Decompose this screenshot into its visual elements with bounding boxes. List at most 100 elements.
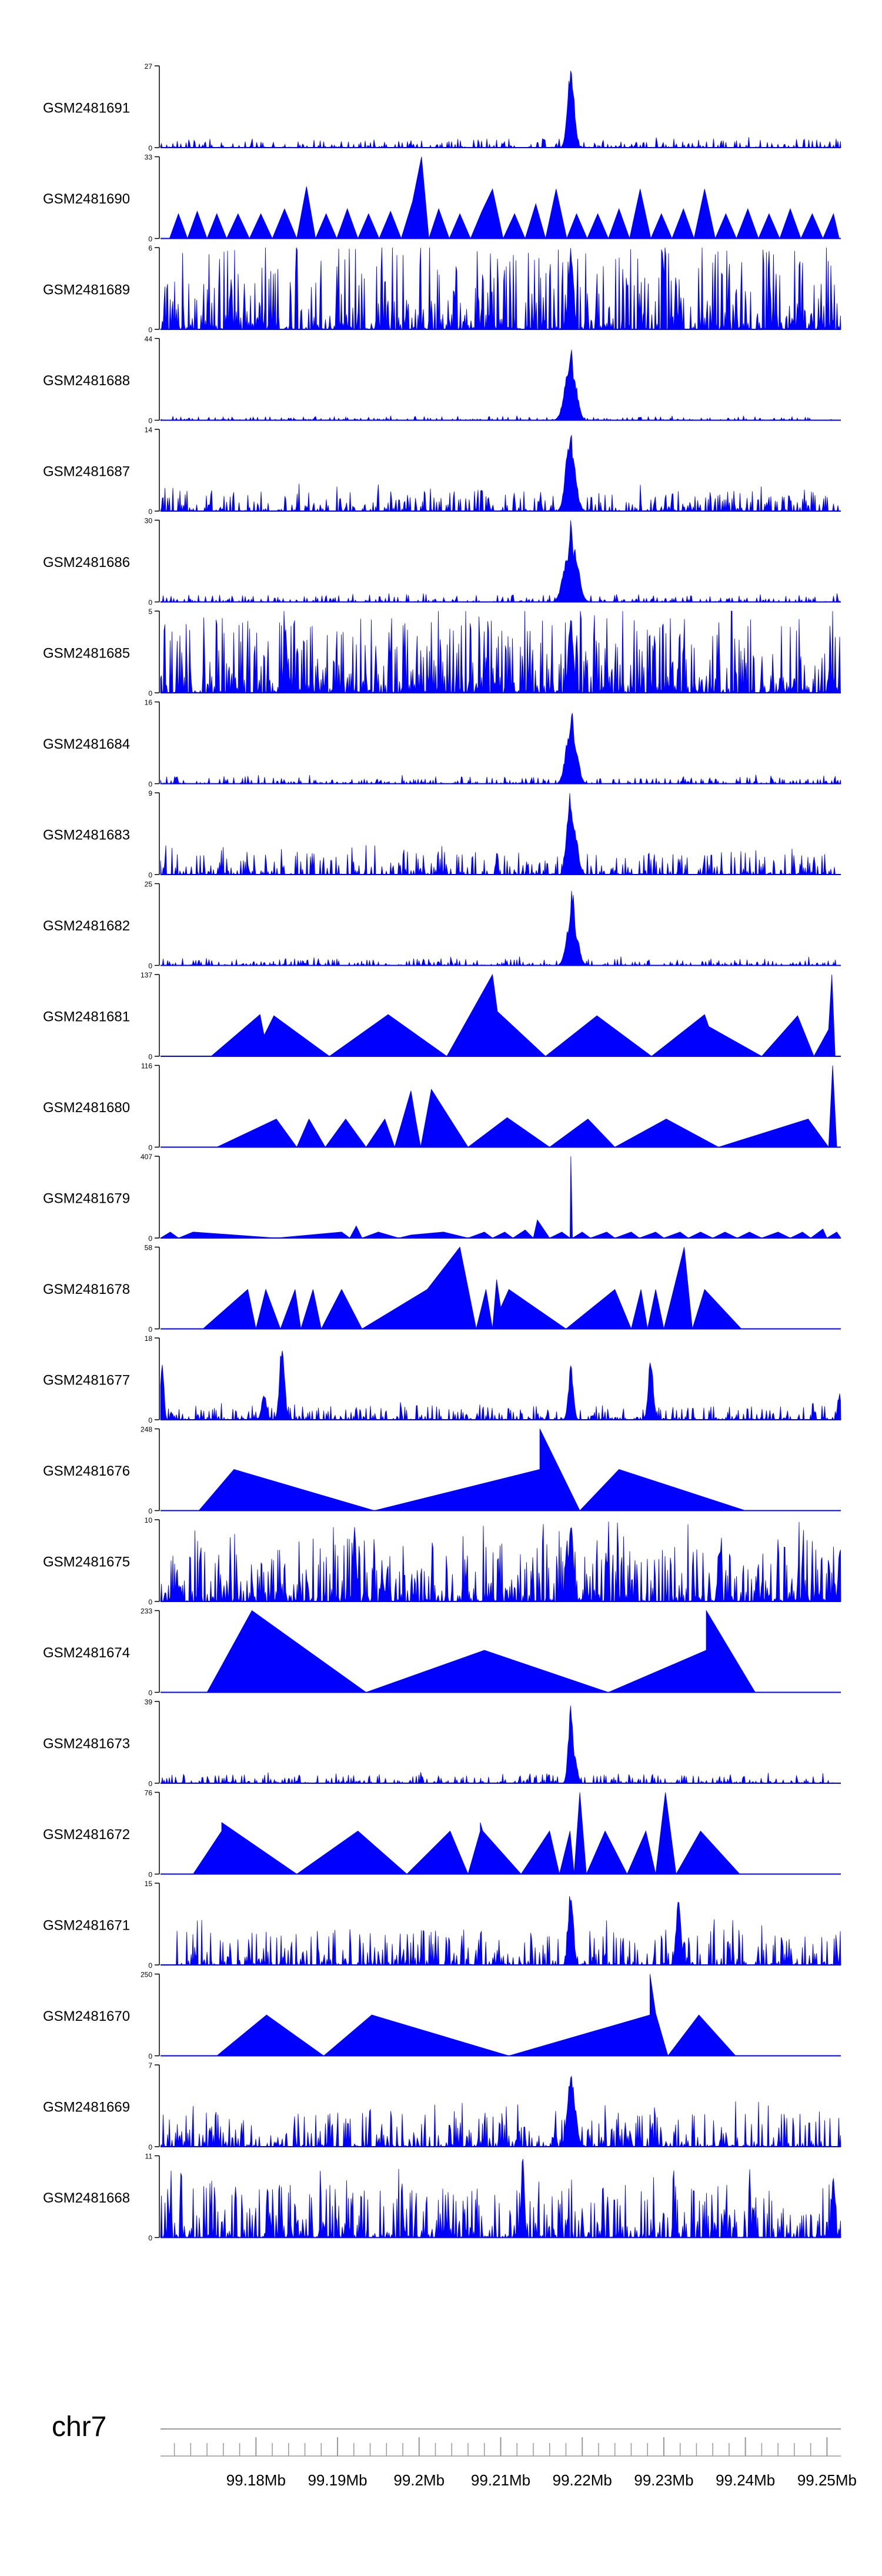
track-label: GSM2481690 bbox=[43, 191, 130, 207]
y-tick-label-min: 0 bbox=[148, 1144, 152, 1152]
y-tick-label-max: 25 bbox=[145, 880, 153, 889]
track-label: GSM2481669 bbox=[43, 2100, 130, 2115]
y-tick-label-max: 10 bbox=[145, 1516, 153, 1524]
x-tick-label: 99.23Mb bbox=[634, 2471, 693, 2489]
track-label: GSM2481670 bbox=[43, 2008, 130, 2024]
signal-area bbox=[159, 520, 841, 603]
signal-area bbox=[160, 71, 841, 149]
signal-area bbox=[160, 1521, 841, 1603]
track-label: GSM2481686 bbox=[43, 555, 130, 570]
signal-area bbox=[160, 349, 841, 421]
track-gsm2481672: GSM2481672 76 0 bbox=[43, 1789, 841, 1879]
y-tick-label-max: 11 bbox=[145, 2153, 153, 2161]
track-gsm2481691: GSM2481691 27 0 bbox=[43, 62, 841, 152]
track-label: GSM2481681 bbox=[43, 1009, 130, 1025]
y-tick-label-max: 44 bbox=[145, 335, 153, 343]
signal-area bbox=[216, 1974, 736, 2057]
track-gsm2481678: GSM2481678 58 0 bbox=[43, 1244, 841, 1334]
y-tick-label-max: 33 bbox=[145, 154, 153, 162]
track-gsm2481684: GSM2481684 16 0 bbox=[43, 699, 841, 789]
track-gsm2481689: GSM2481689 6 0 bbox=[43, 244, 841, 334]
y-tick-label-min: 0 bbox=[148, 1961, 152, 1970]
track-gsm2481685: GSM2481685 5 0 bbox=[43, 608, 841, 698]
track-gsm2481668: GSM2481668 11 0 bbox=[43, 2153, 841, 2243]
track-label: GSM2481680 bbox=[43, 1100, 130, 1116]
track-label: GSM2481672 bbox=[43, 1827, 130, 1843]
y-tick-label-max: 58 bbox=[145, 1244, 153, 1252]
signal-area bbox=[169, 156, 840, 239]
y-tick-label-max: 18 bbox=[145, 1334, 153, 1343]
track-gsm2481690: GSM2481690 33 0 bbox=[43, 154, 841, 243]
y-tick-label-min: 0 bbox=[148, 599, 152, 607]
track-label: GSM2481691 bbox=[43, 101, 130, 116]
signal-area bbox=[160, 713, 841, 785]
y-tick-label-min: 0 bbox=[148, 508, 152, 516]
track-gsm2481675: GSM2481675 10 0 bbox=[43, 1516, 841, 1606]
x-tick-label: 99.19Mb bbox=[308, 2471, 367, 2489]
track-label: GSM2481674 bbox=[43, 1645, 130, 1661]
y-tick-label-max: 76 bbox=[145, 1789, 153, 1797]
y-tick-label-max: 116 bbox=[141, 1062, 152, 1070]
track-label: GSM2481678 bbox=[43, 1282, 130, 1297]
track-gsm2481676: GSM2481676 248 0 bbox=[43, 1426, 841, 1516]
track-label: GSM2481688 bbox=[43, 373, 130, 389]
track-gsm2481680: GSM2481680 116 0 bbox=[43, 1062, 841, 1152]
track-label: GSM2481682 bbox=[43, 918, 130, 934]
y-tick-label-min: 0 bbox=[148, 1326, 152, 1334]
signal-area bbox=[159, 1156, 841, 1239]
y-tick-label-max: 27 bbox=[145, 62, 153, 71]
track-gsm2481681: GSM2481681 137 0 bbox=[43, 971, 841, 1061]
signal-area bbox=[160, 435, 841, 512]
y-tick-label-min: 0 bbox=[148, 1689, 152, 1697]
y-tick-label-min: 0 bbox=[148, 871, 152, 879]
y-tick-label-max: 137 bbox=[141, 971, 152, 979]
y-tick-label-max: 248 bbox=[141, 1426, 152, 1434]
signal-area bbox=[160, 1350, 841, 1421]
track-gsm2481670: GSM2481670 250 0 bbox=[43, 1971, 841, 2061]
signal-area bbox=[206, 1610, 756, 1693]
signal-area bbox=[161, 890, 841, 966]
track-label: GSM2481673 bbox=[43, 1736, 130, 1752]
y-tick-label-min: 0 bbox=[148, 2143, 152, 2151]
signal-area bbox=[202, 1246, 742, 1330]
track-gsm2481686: GSM2481686 30 0 bbox=[43, 517, 841, 607]
signal-area bbox=[160, 247, 841, 331]
y-tick-label-min: 0 bbox=[148, 962, 152, 970]
x-tick-label: 99.21Mb bbox=[471, 2471, 530, 2489]
track-label: GSM2481685 bbox=[43, 646, 130, 662]
y-tick-label-max: 5 bbox=[148, 608, 152, 616]
y-tick-label-min: 0 bbox=[148, 1053, 152, 1061]
x-tick-label: 99.25Mb bbox=[797, 2471, 857, 2489]
track-gsm2481688: GSM2481688 44 0 bbox=[43, 335, 841, 425]
track-label: GSM2481684 bbox=[43, 736, 130, 752]
track-gsm2481674: GSM2481674 233 0 bbox=[43, 1607, 841, 1697]
track-label: GSM2481687 bbox=[43, 464, 130, 480]
y-tick-label-min: 0 bbox=[148, 689, 152, 698]
y-tick-label-max: 233 bbox=[141, 1607, 152, 1616]
y-tick-label-min: 0 bbox=[148, 1416, 152, 1424]
track-gsm2481682: GSM2481682 25 0 bbox=[43, 880, 841, 970]
y-tick-label-min: 0 bbox=[148, 780, 152, 789]
track-label: GSM2481671 bbox=[43, 1918, 130, 1934]
signal-area bbox=[160, 2076, 841, 2148]
y-tick-label-min: 0 bbox=[148, 1780, 152, 1788]
y-tick-label-min: 0 bbox=[148, 2234, 152, 2243]
y-tick-label-max: 39 bbox=[145, 1698, 153, 1706]
signal-area bbox=[174, 1896, 841, 1966]
track-label: GSM2481675 bbox=[43, 1554, 130, 1570]
chromosome-label: chr7 bbox=[52, 2411, 106, 2442]
track-gsm2481671: GSM2481671 15 0 bbox=[43, 1880, 841, 1970]
y-tick-label-max: 14 bbox=[145, 426, 153, 434]
y-tick-label-max: 16 bbox=[145, 699, 153, 707]
signal-area bbox=[160, 610, 841, 694]
tracks-layer: GSM2481691270GSM2481690330GSM248168960GS… bbox=[43, 62, 841, 2243]
y-tick-label-max: 7 bbox=[148, 2061, 152, 2070]
signal-area bbox=[160, 2158, 841, 2238]
signal-area bbox=[216, 1065, 837, 1148]
track-label: GSM2481677 bbox=[43, 1373, 130, 1389]
y-tick-label-min: 0 bbox=[148, 417, 152, 425]
track-label: GSM2481689 bbox=[43, 282, 130, 298]
signal-area bbox=[161, 1706, 836, 1784]
y-tick-label-min: 0 bbox=[148, 2053, 152, 2061]
